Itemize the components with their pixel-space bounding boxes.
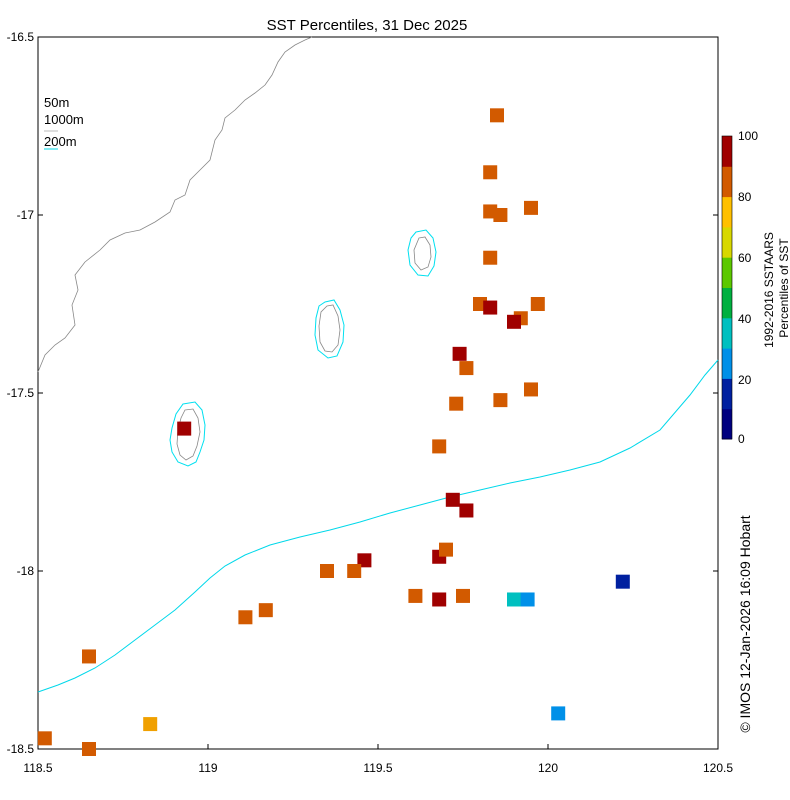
sst-cell bbox=[408, 588, 423, 603]
colorbar-tick-label: 60 bbox=[738, 251, 752, 265]
sst-cell bbox=[177, 421, 192, 436]
sst-cell bbox=[459, 361, 474, 376]
colorbar-label-line2: Percentiles of SST bbox=[777, 238, 790, 338]
sst-cell bbox=[238, 610, 253, 625]
sst-cell bbox=[483, 165, 498, 180]
sst-cell bbox=[551, 706, 566, 721]
colorbar-tick-label: 100 bbox=[738, 129, 758, 143]
sst-cell bbox=[483, 250, 498, 265]
sst-cell bbox=[490, 108, 504, 123]
colorbar-label-line1: 1992-2016 SSTAARS bbox=[762, 232, 776, 348]
colorbar-tick-label: 40 bbox=[738, 312, 752, 326]
sst-cell bbox=[258, 603, 273, 618]
island-grey-contour bbox=[413, 236, 432, 271]
sst-cell bbox=[432, 439, 447, 454]
x-axis: 118.5 119 119.5 120 120.5 bbox=[23, 744, 733, 775]
credit-text: © IMOS 12-Jan-2026 16:09 Hobart bbox=[737, 515, 753, 732]
colorbar-segment bbox=[722, 136, 732, 167]
sst-cell bbox=[82, 649, 96, 664]
x-tick-label: 119.5 bbox=[363, 761, 392, 775]
figure-title: SST Percentiles, 31 Dec 2025 bbox=[267, 17, 468, 34]
colorbar-tick-label: 80 bbox=[738, 190, 752, 204]
colorbar-segment bbox=[722, 257, 732, 288]
sst-cell bbox=[439, 542, 453, 557]
sst-cell bbox=[507, 592, 521, 607]
x-tick-label: 118.5 bbox=[23, 761, 52, 775]
colorbar-frame bbox=[721, 135, 733, 440]
island-grey-contour bbox=[318, 304, 341, 353]
sst-cell bbox=[524, 382, 538, 397]
legend-item-1000m: 1000m bbox=[44, 112, 84, 127]
sst-cell bbox=[452, 346, 467, 361]
y-tick-label: -17.5 bbox=[7, 386, 35, 400]
sst-cell bbox=[493, 393, 508, 408]
sst-cell bbox=[483, 300, 498, 315]
shelf-contour-200m bbox=[37, 359, 719, 693]
sst-cell bbox=[520, 592, 535, 607]
depth-legend: 50m 1000m 200m bbox=[44, 95, 84, 150]
sst-cell bbox=[357, 553, 372, 568]
sst-cell bbox=[82, 742, 96, 756]
colorbar-segment bbox=[722, 317, 732, 349]
sst-cell bbox=[432, 592, 447, 607]
x-tick-label: 119 bbox=[198, 761, 217, 775]
colorbar-tick-label: 0 bbox=[738, 432, 745, 446]
y-axis: -16.5 -17 -17.5 -18 -18.5 bbox=[7, 30, 718, 756]
sst-cell bbox=[530, 297, 545, 311]
colorbar-segment bbox=[722, 378, 732, 410]
x-tick-label: 120 bbox=[538, 761, 558, 775]
y-tick-label: -16.5 bbox=[7, 30, 35, 44]
island-cyan-contour bbox=[314, 299, 345, 359]
sst-cell bbox=[615, 574, 630, 589]
sst-cell bbox=[456, 588, 470, 603]
y-tick-label: -17 bbox=[17, 208, 35, 222]
sst-cell bbox=[445, 492, 460, 507]
legend-item-50m: 50m bbox=[44, 95, 69, 110]
plot-area bbox=[37, 36, 719, 750]
colorbar-segment bbox=[722, 287, 732, 319]
sst-cell bbox=[320, 564, 334, 578]
legend-item-200m: 200m bbox=[44, 134, 77, 149]
sst-cell bbox=[449, 396, 464, 411]
sst-cell bbox=[37, 731, 52, 746]
colorbar-segment bbox=[722, 226, 732, 258]
sst-cells bbox=[37, 108, 630, 756]
sst-cell bbox=[459, 503, 474, 518]
sst-cell bbox=[524, 200, 538, 215]
y-tick-label: -18 bbox=[17, 564, 35, 578]
sst-cell bbox=[507, 314, 521, 329]
x-tick-label: 120.5 bbox=[703, 761, 733, 775]
coastline-contour bbox=[37, 36, 313, 373]
colorbar-tick-label: 20 bbox=[738, 373, 752, 387]
y-tick-label: -18.5 bbox=[7, 742, 35, 756]
colorbar-segment bbox=[722, 408, 732, 440]
colorbar-segment bbox=[722, 348, 732, 379]
sst-cell bbox=[143, 717, 158, 732]
island-cyan-contour bbox=[407, 229, 437, 277]
island-cyan-contour bbox=[169, 401, 206, 467]
colorbar-segment bbox=[722, 196, 732, 228]
colorbar: 100 80 60 40 20 0 1992-2016 SSTAARS Perc… bbox=[721, 129, 790, 446]
colorbar-segment bbox=[722, 166, 732, 198]
sst-cell bbox=[347, 564, 362, 578]
sst-cell bbox=[493, 208, 508, 222]
